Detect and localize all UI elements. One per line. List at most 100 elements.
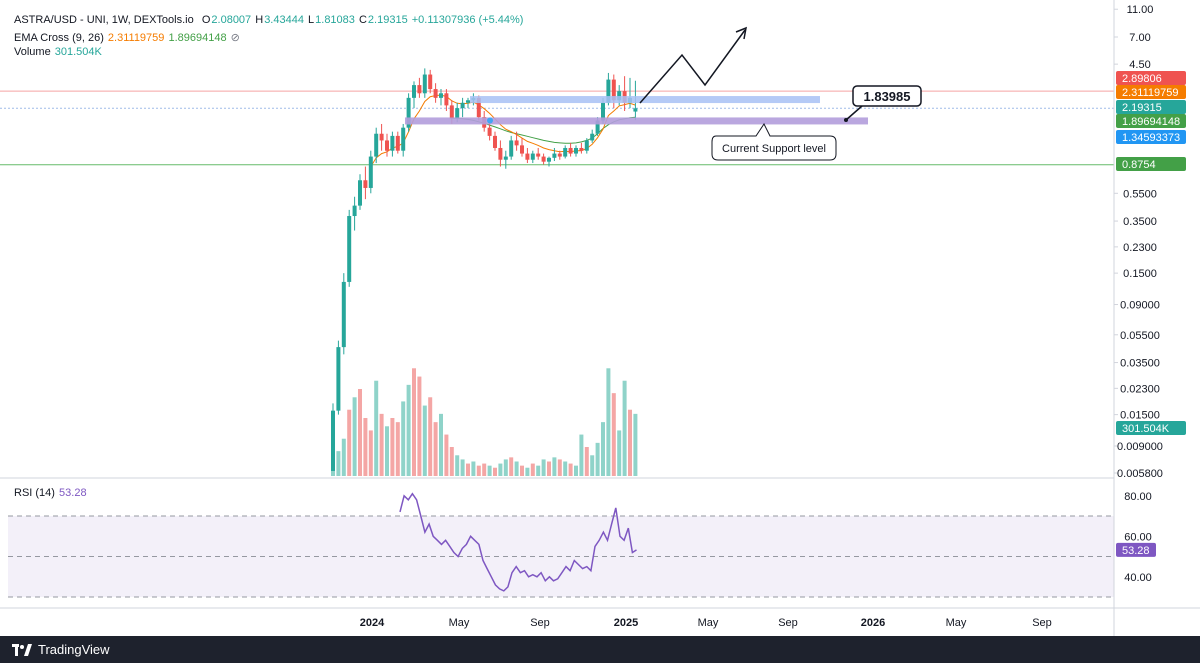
rsi-value: 53.28 (59, 487, 87, 499)
price-tag-bg (1116, 100, 1186, 114)
candle-body (514, 140, 519, 146)
candle-body (595, 120, 600, 134)
volume-bar (449, 447, 454, 476)
volume-legend: Volume 301.504K (14, 46, 103, 58)
candle-body (493, 135, 497, 148)
high-label: H (255, 14, 264, 26)
volume-bar (601, 422, 605, 476)
candle-body (563, 147, 568, 157)
candle-body (358, 180, 362, 206)
volume-bar (557, 459, 562, 476)
volume-value: 301.504K (54, 46, 102, 58)
candle-body (439, 93, 443, 98)
rsi-axis-label: 40.00 (1124, 572, 1152, 584)
candle-body (455, 108, 460, 119)
candle-body (336, 347, 341, 411)
price-axis-label: 0.005800 (1117, 468, 1163, 480)
time-axis-label: Sep (1032, 617, 1052, 629)
price-axis-label: 0.02300 (1120, 383, 1160, 395)
footer-bar: TradingView (0, 636, 1200, 663)
support-zone-rect[interactable] (405, 117, 868, 125)
brand-name: TradingView (38, 642, 110, 657)
price-axis-label: 4.50 (1129, 59, 1150, 71)
rsi-axis-label: 80.00 (1124, 491, 1152, 503)
candle-body (547, 157, 551, 162)
volume-bar (336, 451, 341, 476)
symbol-title: ASTRA/USD - UNI, 1W, DEXTools.io (14, 14, 194, 26)
price-axis-label: 7.00 (1129, 32, 1150, 44)
volume-bar (628, 409, 632, 476)
candle-body (568, 147, 573, 154)
ema-slow-value: 1.89694148 (168, 32, 227, 44)
candle-body (487, 127, 492, 136)
candle-body (579, 147, 584, 151)
volume-bar (471, 461, 476, 476)
close-label: C (358, 14, 367, 26)
volume-bar (503, 459, 508, 476)
eye-off-icon[interactable]: ⊘ (230, 32, 240, 44)
candle-body (541, 156, 546, 162)
volume-bar (433, 422, 438, 476)
volume-bar (568, 463, 573, 476)
open-label: O (201, 14, 211, 26)
price-tag: 2.31119759 (1116, 85, 1186, 99)
volume-bar (401, 401, 406, 476)
tradingview-logo-icon (12, 643, 32, 656)
volume-bar (584, 447, 589, 476)
volume-bar (633, 413, 638, 476)
volume-bar (363, 418, 368, 476)
candle-body (552, 153, 557, 158)
time-axis-label: Sep (778, 617, 798, 629)
volume-bar (552, 457, 557, 476)
volume-bar (617, 430, 622, 476)
candle-body (374, 133, 379, 157)
rsi-pane[interactable] (8, 492, 1114, 598)
candle-body (574, 147, 578, 154)
candle-body (412, 85, 416, 98)
volume-bar (460, 459, 465, 476)
support-callout-text: Current Support level (722, 143, 826, 155)
volume-bar (606, 368, 611, 476)
price-callout[interactable]: 1.83985 (844, 85, 922, 122)
volume-bar (395, 422, 400, 476)
price-tag-text: 2.19315 (1122, 102, 1162, 114)
volume-bar (498, 463, 503, 476)
price-tag-text: 1.89694148 (1122, 116, 1180, 128)
price-tag: 301.504K (1116, 421, 1186, 435)
volume-bar (466, 463, 470, 476)
time-axis-label: May (449, 617, 470, 629)
drawings-layer[interactable]: 1.83985 Current Support level (405, 26, 922, 161)
volume-bar (509, 457, 514, 476)
ema-legend[interactable]: EMA Cross (9, 26) 2.31119759 1.89694148 … (14, 31, 241, 44)
candle-body (557, 153, 562, 157)
close-value: 2.19315 (367, 14, 408, 26)
candle-body (530, 153, 535, 160)
price-tag-bg (1116, 114, 1186, 128)
price-callout-dot (844, 118, 848, 122)
tradingview-brand[interactable]: TradingView (12, 642, 110, 657)
volume-bar (422, 405, 427, 476)
high-value: 3.43444 (264, 14, 304, 26)
price-axis-label: 0.2300 (1123, 242, 1157, 254)
time-axis-label: 2026 (861, 617, 885, 629)
projection-arrow-path[interactable] (639, 29, 746, 104)
rsi-label: RSI (14) (14, 487, 55, 499)
volume-bar (536, 465, 541, 476)
resistance-zone-rect[interactable] (470, 96, 820, 104)
volume-bar (622, 380, 627, 476)
price-pane[interactable] (0, 68, 1114, 476)
rsi-value-tag-bg (1116, 542, 1156, 557)
candle-body (444, 93, 449, 106)
support-callout-bubble (711, 123, 837, 161)
support-callout[interactable]: Current Support level (711, 123, 837, 161)
volume-bar (520, 465, 524, 476)
volume-bar (358, 389, 362, 476)
price-tag-bg (1116, 71, 1186, 85)
volume-bar (390, 418, 395, 476)
volume-bar (563, 461, 568, 476)
volume-bar (579, 434, 584, 476)
volume-bar (541, 459, 546, 476)
volume-bar (476, 465, 481, 476)
